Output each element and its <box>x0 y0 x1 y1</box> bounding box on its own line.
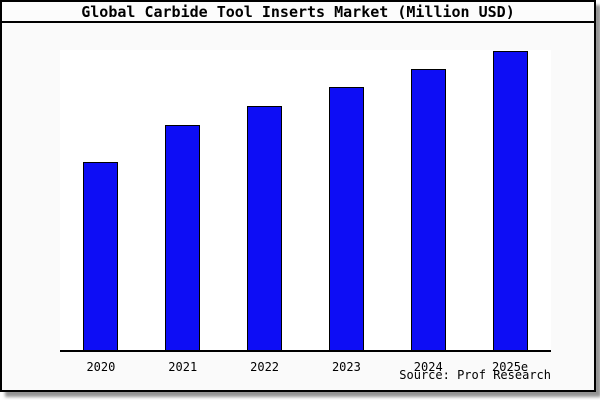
bar-2023 <box>328 87 364 350</box>
bar-2024 <box>410 69 446 350</box>
x-tick-label-2021: 2021 <box>168 360 198 374</box>
source-credit: Source: Prof Research <box>399 368 551 382</box>
bar-2022 <box>247 106 283 350</box>
x-tick-label-2020: 2020 <box>86 360 116 374</box>
chart-title: Global Carbide Tool Inserts Market (Mill… <box>2 2 594 23</box>
x-tick-label-2025e: 2025e <box>492 360 529 374</box>
bar-2025e <box>492 51 528 350</box>
x-tick-label-2022: 2022 <box>250 360 280 374</box>
chart-window: Global Carbide Tool Inserts Market (Mill… <box>0 0 596 392</box>
bar-2020 <box>83 162 119 350</box>
plot-area <box>60 50 551 352</box>
x-axis-labels: 2020 2021 2022 2023 2024 2025e <box>60 360 551 376</box>
x-tick-label-2024: 2024 <box>413 360 443 374</box>
bar-2021 <box>165 125 201 350</box>
x-tick-label-2023: 2023 <box>331 360 361 374</box>
